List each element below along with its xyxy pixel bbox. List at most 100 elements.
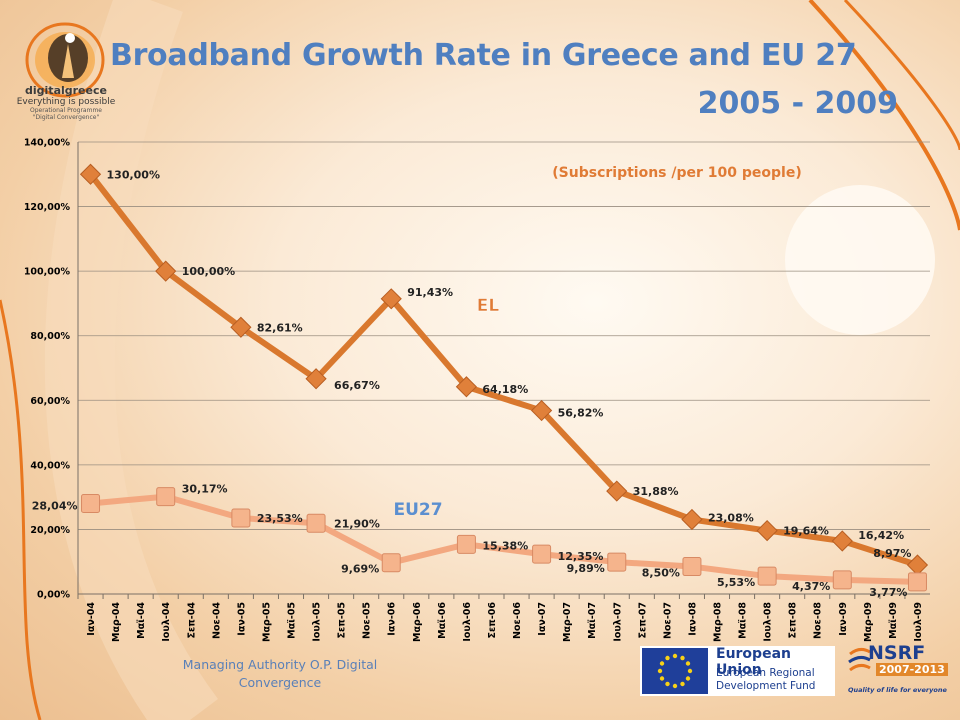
series-line-eu27 (90, 493, 918, 585)
x-tick-label: Σεπ-08 (788, 602, 799, 639)
x-tick-label: Μαρ-05 (261, 602, 272, 642)
data-point-el (455, 376, 478, 398)
nsrf-tagline: Quality of life for everyone (848, 686, 947, 694)
x-tick-label: Ιαν-07 (537, 602, 548, 636)
data-label-el: 8,97% (873, 547, 911, 560)
data-label-el: 64,18% (482, 383, 528, 396)
data-point-eu27 (156, 487, 176, 507)
x-tick-label: Μαϊ-08 (738, 602, 749, 639)
eu-star (685, 661, 691, 666)
data-label-eu27: 5,53% (717, 576, 755, 589)
data-point-el (230, 316, 252, 338)
data-label-el: 16,42% (858, 529, 904, 542)
chart-axes: 0,00% 20,00% 40,00% 60,00% 80,00% 100,00% 120,… (24, 138, 930, 642)
data-point-eu27 (231, 508, 251, 528)
data-label-eu27: 8,50% (642, 567, 680, 580)
x-tick-label: Σεπ-07 (637, 602, 648, 638)
data-point-eu27 (381, 553, 401, 573)
y-tick-label: 140,00% (24, 138, 71, 149)
data-label-eu27: 21,90% (334, 517, 380, 530)
nsrf-logo: NSRF 2007-2013 Quality of life for every… (846, 642, 956, 698)
x-tick-label: Μαρ-09 (863, 602, 874, 642)
eu-star (665, 681, 670, 687)
x-tick-label: Σεπ-04 (186, 602, 197, 639)
data-label-eu27: 15,38% (482, 539, 528, 552)
series-line-el (88, 172, 919, 568)
data-label-eu27: 12,35% (558, 550, 604, 563)
x-tick-label: Μαρ-04 (111, 602, 122, 642)
data-point-eu27 (306, 513, 326, 533)
x-tick-label: Ιαν-09 (838, 602, 849, 636)
logo-text: digitalgreece Everything is possible Ope… (6, 84, 126, 121)
y-tick-label: 120,00% (24, 202, 71, 213)
data-point-eu27 (607, 552, 627, 572)
y-tick-label: 0,00% (37, 590, 70, 601)
eu-star (680, 681, 685, 687)
x-tick-label: Νοε-07 (662, 602, 673, 639)
y-tick-label: 20,00% (30, 525, 70, 536)
data-label-el: 130,00% (107, 168, 160, 181)
data-label-el: 56,82% (558, 407, 604, 420)
page-title: Broadband Growth Rate in Greece and EU 2… (110, 38, 857, 73)
x-tick-label: Νοε-06 (512, 602, 523, 639)
x-tick-label: Ιουλ-05 (312, 602, 323, 642)
y-tick-label: 40,00% (30, 460, 70, 471)
data-label-eu27: 9,89% (567, 562, 605, 575)
data-point-eu27 (682, 557, 702, 577)
data-point-el (831, 530, 853, 552)
x-tick-label: Ιουλ-07 (612, 602, 623, 642)
data-label-eu27: 4,37% (792, 580, 830, 593)
data-point-eu27 (532, 544, 552, 564)
x-tick-label: Σεπ-06 (487, 602, 498, 639)
chart-subtitle: (Subscriptions /per 100 people) (552, 165, 801, 181)
x-tick-label: Νοε-05 (362, 602, 373, 639)
x-tick-label: Μαϊ-05 (287, 602, 298, 639)
data-label-el: 19,64% (783, 525, 829, 538)
data-point-eu27 (81, 493, 101, 513)
eu-star (657, 668, 663, 674)
logo-programme-line2: "Digital Convergence" (32, 114, 100, 121)
data-point-eu27 (456, 534, 476, 554)
data-label-el: 31,88% (633, 485, 679, 498)
logo-programme-line1: Operational Programme (30, 107, 102, 114)
data-label-eu27: 23,53% (257, 512, 303, 525)
x-tick-label: Μαϊ-07 (587, 602, 598, 639)
eu-star (687, 668, 693, 674)
x-tick-label: Μαϊ-04 (136, 602, 147, 639)
data-label-el: 100,00% (182, 265, 235, 278)
data-point-el (906, 554, 929, 576)
nsrf-title: NSRF (868, 642, 926, 664)
x-tick-label: Σεπ-05 (337, 602, 348, 638)
series-label-el: EL (477, 296, 500, 316)
eu-label: European Union (716, 646, 791, 678)
eu-star (659, 661, 665, 666)
x-tick-label: Ιουλ-04 (161, 602, 172, 642)
managing-authority-text: Managing Authority O.P. Digital Converge… (160, 656, 400, 692)
authority-line1: Managing Authority O.P. Digital (182, 657, 378, 672)
eu-star (672, 683, 678, 689)
x-tick-label: Νοε-08 (813, 602, 824, 639)
authority-line2: Convergence (238, 675, 322, 690)
data-point-el (606, 480, 628, 502)
eu-star (665, 655, 670, 661)
data-label-eu27: 28,04% (32, 499, 78, 512)
eu-flag-icon (642, 648, 708, 694)
erdf-line1: European Regional (716, 667, 815, 679)
data-point-el (305, 368, 327, 390)
data-point-eu27 (832, 570, 852, 590)
series-label-eu27: EU27 (393, 500, 442, 520)
page-title-years: 2005 - 2009 (697, 86, 898, 121)
x-tick-label: Ιουλ-06 (462, 602, 473, 642)
eu-star (685, 676, 691, 681)
data-point-el (681, 508, 703, 531)
logo-tagline: Everything is possible (16, 97, 116, 107)
x-tick-label: Ιουλ-08 (763, 602, 774, 642)
eu-star (680, 655, 685, 661)
data-point-el (79, 163, 102, 185)
nsrf-swirl-icon (848, 647, 871, 672)
eu-erdf-logo: European Union European Regional Develop… (640, 646, 835, 696)
y-tick-label: 100,00% (24, 267, 71, 278)
data-point-eu27 (757, 566, 777, 586)
data-label-el: 66,67% (334, 379, 380, 392)
data-label-el: 23,08% (708, 511, 754, 524)
